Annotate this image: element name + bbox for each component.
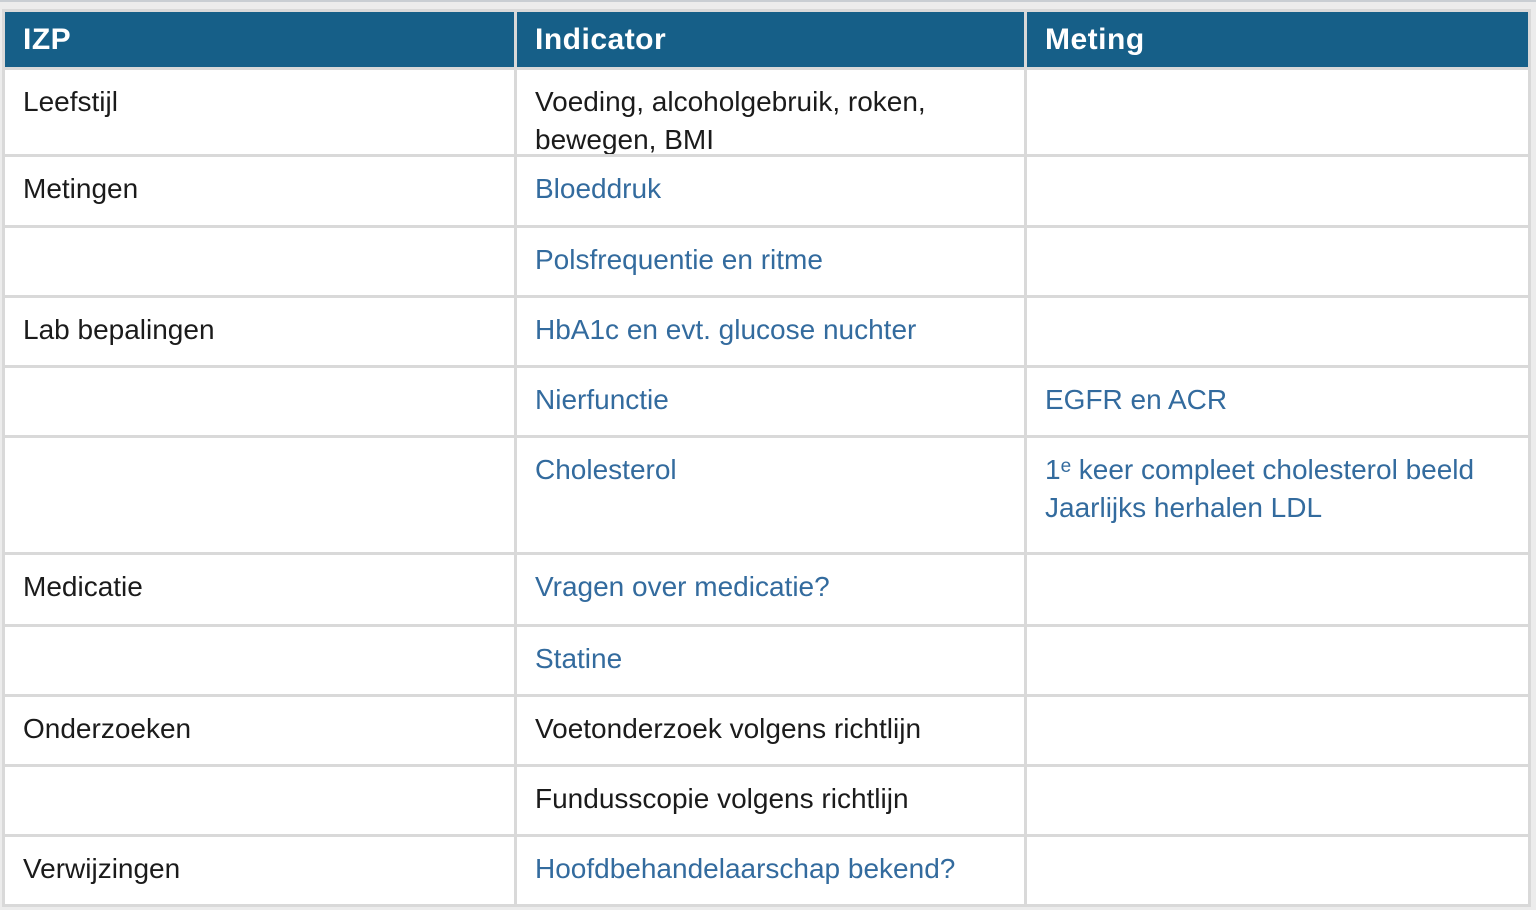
cell-indicator: HbA1c en evt. glucose nuchter <box>517 298 1024 365</box>
cell-indicator: Polsfrequentie en ritme <box>517 228 1024 295</box>
cell-meting <box>1027 70 1528 154</box>
cell-meting <box>1027 767 1528 834</box>
cell-meting <box>1027 837 1528 904</box>
izp-label: Medicatie <box>23 571 143 602</box>
cell-izp <box>5 228 514 295</box>
izp-label: Lab bepalingen <box>23 314 215 345</box>
meting-line: Jaarlijks herhalen LDL <box>1045 489 1510 527</box>
cell-indicator: Vragen over medicatie? <box>517 555 1024 624</box>
cell-indicator: Hoofdbehandelaarschap bekend? <box>517 837 1024 904</box>
cell-meting: 1ᵉ keer compleet cholesterol beeld Jaarl… <box>1027 438 1528 552</box>
cell-izp: Onderzoeken <box>5 697 514 764</box>
indicator-link[interactable]: Cholesterol <box>535 454 677 485</box>
meting-link[interactable]: EGFR en ACR <box>1045 384 1228 415</box>
indicator-link[interactable]: HbA1c en evt. glucose nuchter <box>535 314 917 345</box>
cell-meting: EGFR en ACR <box>1027 368 1528 435</box>
cell-izp <box>5 438 514 552</box>
cell-izp: Metingen <box>5 157 514 225</box>
izp-label: Onderzoeken <box>23 713 192 744</box>
cell-izp <box>5 767 514 834</box>
cell-indicator: Voeding, alcoholgebruik, roken, bewegen,… <box>517 70 1024 154</box>
column-header-indicator-label: Indicator <box>535 22 667 56</box>
indicator-link[interactable]: Nierfunctie <box>535 384 669 415</box>
cell-izp: Verwijzingen <box>5 837 514 904</box>
izp-label: Leefstijl <box>23 86 118 117</box>
izp-label: Verwijzingen <box>23 853 181 884</box>
cell-izp: Medicatie <box>5 555 514 624</box>
cell-meting <box>1027 157 1528 225</box>
indicator-link[interactable]: Bloeddruk <box>535 173 662 204</box>
cell-meting <box>1027 228 1528 295</box>
column-header-izp-label: IZP <box>23 22 72 56</box>
cell-meting <box>1027 697 1528 764</box>
column-header-izp: IZP <box>5 12 514 67</box>
izp-indicator-table: IZP Indicator Meting Leefstijl Voeding, … <box>2 9 1531 907</box>
cell-indicator: Statine <box>517 627 1024 694</box>
indicator-text: Voeding, alcoholgebruik, roken, bewegen,… <box>535 86 926 154</box>
indicator-text: Voetonderzoek volgens richtlijn <box>535 713 922 744</box>
cell-meting <box>1027 555 1528 624</box>
cell-indicator: Fundusscopie volgens richtlijn <box>517 767 1024 834</box>
column-header-meting-label: Meting <box>1045 22 1145 56</box>
indicator-link[interactable]: Hoofdbehandelaarschap bekend? <box>535 853 956 884</box>
cell-meting <box>1027 298 1528 365</box>
meting-link-line2[interactable]: Jaarlijks herhalen LDL <box>1045 492 1323 523</box>
indicator-text: Fundusscopie volgens richtlijn <box>535 783 909 814</box>
cell-indicator: Cholesterol <box>517 438 1024 552</box>
cell-meting <box>1027 627 1528 694</box>
cell-izp <box>5 627 514 694</box>
column-header-indicator: Indicator <box>517 12 1024 67</box>
column-header-meting: Meting <box>1027 12 1528 67</box>
cell-izp <box>5 368 514 435</box>
meting-link-line1[interactable]: 1ᵉ keer compleet cholesterol beeld <box>1045 454 1475 485</box>
meting-line: 1ᵉ keer compleet cholesterol beeld <box>1045 451 1510 489</box>
indicator-link[interactable]: Statine <box>535 643 623 674</box>
cell-indicator: Nierfunctie <box>517 368 1024 435</box>
cell-izp: Lab bepalingen <box>5 298 514 365</box>
indicator-link[interactable]: Polsfrequentie en ritme <box>535 244 823 275</box>
izp-label: Metingen <box>23 173 139 204</box>
cell-indicator: Voetonderzoek volgens richtlijn <box>517 697 1024 764</box>
page-top-border <box>0 0 1536 2</box>
cell-izp: Leefstijl <box>5 70 514 154</box>
indicator-link[interactable]: Vragen over medicatie? <box>535 571 830 602</box>
cell-indicator: Bloeddruk <box>517 157 1024 225</box>
